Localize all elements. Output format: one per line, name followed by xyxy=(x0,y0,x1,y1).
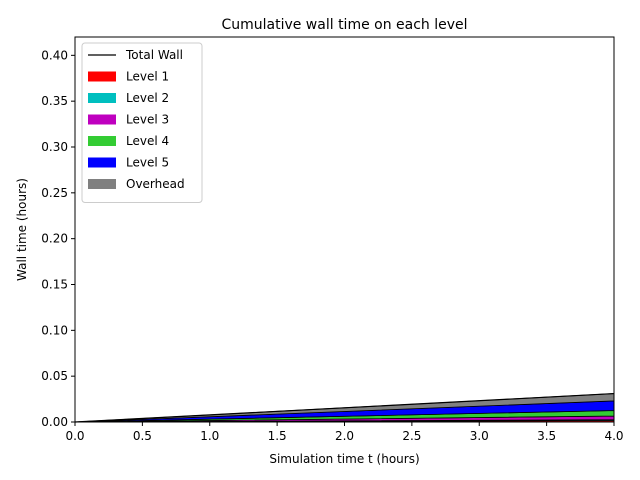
y-axis-ticks: 0.00 0.05 0.10 0.15 0.20 0.25 0.30 0.35 0.40 xyxy=(41,48,75,429)
plot-areas xyxy=(74,392,615,423)
y-tick-label: 0.00 xyxy=(41,415,68,429)
plot-frame xyxy=(74,36,615,423)
x-axis-ticks: 0.0 0.5 1.0 1.5 2.0 2.5 3.0 3.5 4.0 xyxy=(65,422,624,443)
y-tick-label: 0.35 xyxy=(41,94,68,108)
x-tick-label: 1.5 xyxy=(268,429,287,443)
legend-label: Level 5 xyxy=(126,156,169,170)
legend-swatch-level-2 xyxy=(88,93,116,103)
y-tick-label: 0.30 xyxy=(41,140,68,154)
legend-swatch-level-4 xyxy=(88,136,116,146)
y-tick-label: 0.15 xyxy=(41,278,68,292)
legend-label: Level 3 xyxy=(126,113,169,127)
x-tick-label: 0.5 xyxy=(133,429,152,443)
legend-swatch-level-5 xyxy=(88,157,116,168)
x-axis-label: Simulation time t (hours) xyxy=(269,452,419,466)
legend-swatch-level-3 xyxy=(88,114,116,125)
legend-label: Level 1 xyxy=(126,70,169,84)
x-tick-label: 3.5 xyxy=(537,429,556,443)
legend-label: Total Wall xyxy=(125,48,183,62)
y-tick-label: 0.25 xyxy=(41,186,68,200)
y-tick-label: 0.10 xyxy=(41,323,68,337)
y-tick-label: 0.20 xyxy=(41,232,68,246)
legend-swatch-level-1 xyxy=(88,71,116,82)
x-tick-label: 2.5 xyxy=(402,429,421,443)
chart-title: Cumulative wall time on each level xyxy=(221,17,467,33)
legend: Total Wall Level 1 Level 2 Level 3 Level 4 Le… xyxy=(81,42,203,203)
x-tick-label: 3.0 xyxy=(470,429,489,443)
x-tick-label: 4.0 xyxy=(604,429,623,443)
legend-label: Level 4 xyxy=(126,134,169,148)
legend-label: Level 2 xyxy=(126,91,169,105)
legend-label: Overhead xyxy=(126,177,185,191)
x-tick-label: 0.0 xyxy=(65,429,84,443)
legend-swatch-overhead xyxy=(88,179,116,189)
x-tick-label: 2.0 xyxy=(335,429,354,443)
y-tick-label: 0.05 xyxy=(41,369,68,383)
total-wall-line xyxy=(74,392,615,423)
x-tick-label: 1.0 xyxy=(200,429,219,443)
y-tick-label: 0.40 xyxy=(41,48,68,62)
y-axis-label: Wall time (hours) xyxy=(15,178,29,281)
